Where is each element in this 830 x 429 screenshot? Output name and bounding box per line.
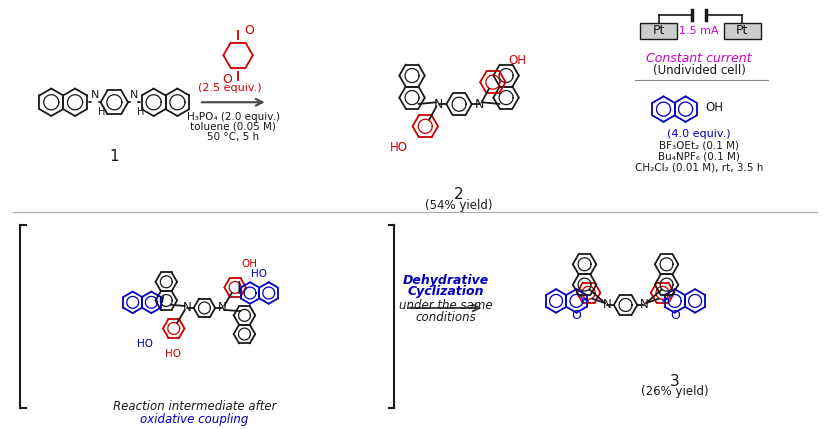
Text: N: N bbox=[217, 302, 227, 314]
Text: Bu₄NPF₆ (0.1 M): Bu₄NPF₆ (0.1 M) bbox=[658, 151, 740, 161]
Text: OH: OH bbox=[241, 259, 257, 269]
Text: 1: 1 bbox=[110, 149, 120, 164]
Text: Cyclization: Cyclization bbox=[407, 285, 484, 299]
Text: 3: 3 bbox=[670, 374, 680, 389]
Text: H: H bbox=[98, 107, 105, 117]
Text: oxidative coupling: oxidative coupling bbox=[140, 413, 249, 426]
Text: N: N bbox=[640, 299, 648, 311]
Text: HO: HO bbox=[137, 339, 154, 349]
Text: O: O bbox=[572, 309, 581, 322]
Text: toluene (0.05 M): toluene (0.05 M) bbox=[190, 122, 276, 132]
Text: N: N bbox=[434, 98, 443, 111]
Text: N: N bbox=[475, 98, 485, 111]
Text: H₃PO₄ (2.0 equiv.): H₃PO₄ (2.0 equiv.) bbox=[187, 112, 280, 122]
Text: BF₃OEt₂ (0.1 M): BF₃OEt₂ (0.1 M) bbox=[659, 140, 739, 151]
Text: Pt: Pt bbox=[736, 24, 749, 37]
Text: N: N bbox=[603, 299, 612, 311]
Text: HO: HO bbox=[389, 141, 408, 154]
Text: conditions: conditions bbox=[415, 311, 476, 324]
Text: Constant current: Constant current bbox=[647, 52, 752, 65]
Text: N: N bbox=[183, 302, 191, 314]
Text: N: N bbox=[129, 91, 138, 100]
Text: (26% yield): (26% yield) bbox=[641, 385, 708, 398]
Text: HO: HO bbox=[165, 349, 181, 359]
Text: CH₂Cl₂ (0.01 M), rt, 3.5 h: CH₂Cl₂ (0.01 M), rt, 3.5 h bbox=[635, 162, 764, 172]
Text: Dehydrative: Dehydrative bbox=[403, 274, 489, 287]
Text: OH: OH bbox=[509, 54, 526, 67]
Text: (4.0 equiv.): (4.0 equiv.) bbox=[667, 129, 731, 139]
Bar bbox=[724, 23, 761, 39]
Text: 50 °C, 5 h: 50 °C, 5 h bbox=[208, 132, 259, 142]
Text: O: O bbox=[244, 24, 254, 37]
Text: N: N bbox=[90, 91, 99, 100]
Text: 1.5 mA: 1.5 mA bbox=[679, 26, 719, 36]
Text: Reaction intermediate after: Reaction intermediate after bbox=[113, 400, 276, 413]
Text: (Undivided cell): (Undivided cell) bbox=[652, 64, 745, 77]
Text: OH: OH bbox=[706, 101, 724, 114]
Text: O: O bbox=[222, 73, 232, 86]
Text: H: H bbox=[137, 107, 144, 117]
Text: (54% yield): (54% yield) bbox=[425, 199, 493, 212]
Bar bbox=[640, 23, 677, 39]
Text: under the same: under the same bbox=[398, 299, 492, 312]
Text: (2.5 equiv.): (2.5 equiv.) bbox=[198, 83, 262, 93]
Text: 2: 2 bbox=[454, 187, 464, 202]
Text: O: O bbox=[670, 309, 680, 322]
Text: Pt: Pt bbox=[652, 24, 665, 37]
Text: HO: HO bbox=[251, 269, 266, 278]
